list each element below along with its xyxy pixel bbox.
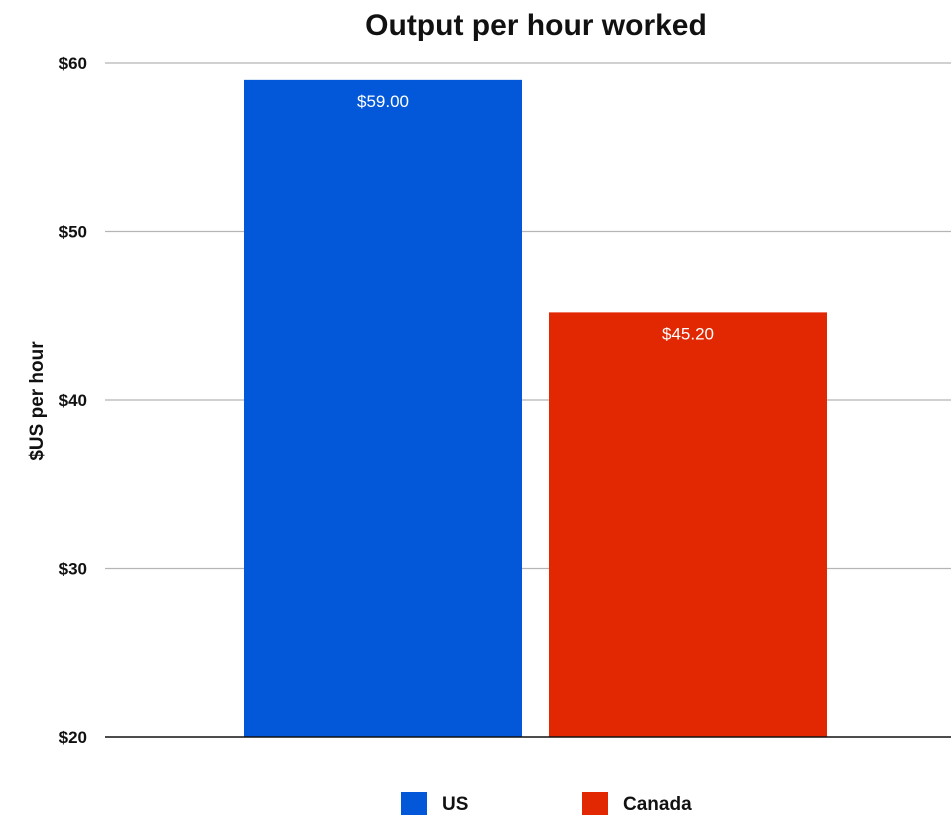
y-tick-label: $20 <box>59 728 87 747</box>
legend-label: US <box>442 794 468 815</box>
legend-swatch-us <box>401 792 427 815</box>
y-tick-label: $40 <box>59 391 87 410</box>
chart-title: Output per hour worked <box>365 9 707 42</box>
legend: US Canada <box>401 792 692 815</box>
y-tick-label: $60 <box>59 54 87 73</box>
bars: $59.00 $45.20 <box>244 79 827 738</box>
y-axis-label: $US per hour <box>27 341 48 461</box>
y-axis-ticks: $20 $30 $40 $50 $60 <box>59 54 87 747</box>
y-tick-label: $50 <box>59 223 87 242</box>
data-label: $45.20 <box>662 324 714 343</box>
bar-us <box>244 79 522 738</box>
bar-canada <box>549 312 827 737</box>
y-tick-label: $30 <box>59 560 87 579</box>
legend-swatch-canada <box>582 792 608 815</box>
data-label: $59.00 <box>357 92 409 111</box>
legend-label: Canada <box>623 794 692 815</box>
